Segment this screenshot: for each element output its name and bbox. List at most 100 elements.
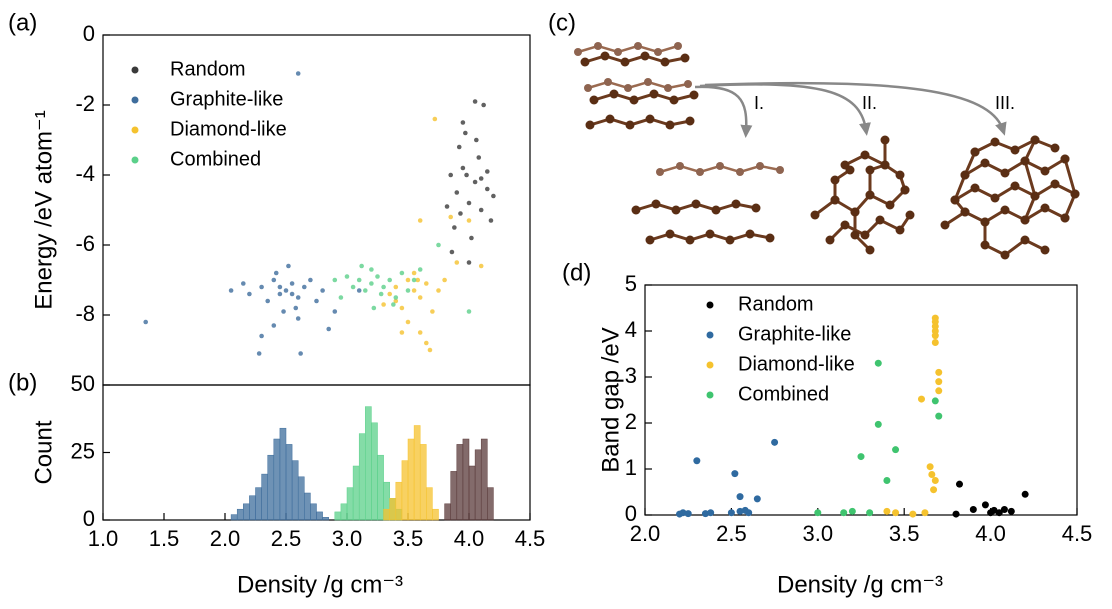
point bbox=[430, 309, 435, 314]
hist-bar bbox=[456, 444, 464, 521]
point bbox=[356, 277, 362, 283]
point bbox=[326, 326, 332, 332]
point bbox=[464, 172, 469, 178]
x-tick-label: 1.0 bbox=[88, 526, 119, 551]
point bbox=[883, 477, 891, 484]
point bbox=[926, 463, 934, 471]
point bbox=[448, 172, 454, 178]
point bbox=[458, 211, 463, 216]
hist-bar bbox=[310, 503, 317, 521]
hist-bar bbox=[279, 427, 287, 521]
point bbox=[369, 281, 374, 286]
point bbox=[424, 340, 429, 346]
point bbox=[814, 509, 822, 517]
point bbox=[332, 309, 338, 314]
point bbox=[432, 116, 438, 122]
x-tick-label: 3.0 bbox=[803, 521, 834, 546]
y-tick-label: -2 bbox=[75, 91, 95, 116]
point bbox=[481, 102, 486, 108]
y-tick-label: 50 bbox=[71, 371, 95, 396]
point bbox=[320, 288, 325, 293]
point bbox=[228, 288, 234, 293]
point bbox=[436, 288, 441, 293]
point bbox=[931, 339, 939, 346]
point bbox=[415, 277, 421, 283]
point bbox=[436, 242, 441, 248]
point bbox=[736, 493, 744, 501]
point bbox=[466, 200, 472, 206]
y-tick-label: 25 bbox=[71, 438, 95, 463]
legend-marker bbox=[131, 96, 139, 104]
hist-bar bbox=[297, 476, 305, 521]
point bbox=[485, 169, 490, 174]
point bbox=[460, 120, 466, 125]
panel-label: (d) bbox=[562, 259, 591, 286]
point bbox=[247, 291, 252, 297]
point bbox=[359, 263, 364, 269]
point bbox=[930, 486, 938, 494]
point bbox=[454, 190, 460, 195]
point bbox=[474, 137, 479, 143]
point bbox=[387, 277, 393, 283]
point bbox=[314, 298, 319, 304]
hist-bar bbox=[426, 487, 433, 521]
point bbox=[995, 509, 1003, 517]
x-tick-label: 4.0 bbox=[975, 521, 1006, 546]
legend-label: Combined bbox=[170, 148, 261, 170]
point bbox=[478, 263, 484, 269]
point bbox=[286, 263, 291, 269]
chart-panel: (b) 0 25 50 1.0 1.5 2.0 2.5 3.0 3.5 4.0 4.5 Count Den… bbox=[8, 369, 545, 598]
point bbox=[857, 453, 865, 461]
point bbox=[485, 186, 490, 192]
point bbox=[417, 295, 423, 300]
point bbox=[289, 281, 295, 286]
y-tick-label: -4 bbox=[75, 161, 95, 186]
diamond-product bbox=[810, 135, 915, 255]
point bbox=[308, 277, 313, 283]
point bbox=[417, 267, 423, 272]
point bbox=[874, 359, 882, 367]
legend-marker bbox=[706, 301, 714, 309]
point bbox=[952, 510, 960, 518]
point bbox=[256, 351, 262, 356]
legend-label: Graphite-like bbox=[738, 323, 851, 345]
point bbox=[955, 480, 963, 488]
point bbox=[693, 457, 701, 465]
point bbox=[935, 378, 943, 386]
point bbox=[442, 277, 447, 283]
point bbox=[277, 284, 283, 290]
point bbox=[295, 316, 301, 321]
y-tick-label: -8 bbox=[75, 301, 95, 326]
hist-bar bbox=[261, 473, 268, 521]
point bbox=[399, 305, 405, 311]
point bbox=[259, 284, 264, 290]
point bbox=[466, 309, 472, 314]
hist-bar bbox=[432, 508, 439, 521]
panel-label: (b) bbox=[8, 369, 37, 396]
y-tick-label: 0 bbox=[83, 21, 95, 46]
point bbox=[731, 470, 739, 478]
x-tick-label: 3.0 bbox=[332, 526, 363, 551]
point bbox=[399, 330, 405, 335]
point bbox=[424, 281, 429, 286]
y-axis-label: Energy /eV atom⁻¹ bbox=[30, 110, 57, 309]
x-tick-label: 2.5 bbox=[716, 521, 747, 546]
point bbox=[338, 295, 344, 300]
point bbox=[283, 288, 289, 293]
hist-bar bbox=[371, 422, 378, 521]
diamond-product-large bbox=[940, 135, 1080, 260]
point bbox=[478, 176, 484, 181]
arrow bbox=[704, 81, 1007, 136]
hist-bar bbox=[419, 444, 427, 521]
point bbox=[454, 260, 460, 265]
hist-bar bbox=[291, 460, 299, 521]
y-tick-label: 1 bbox=[625, 455, 637, 480]
point bbox=[488, 218, 494, 223]
point bbox=[892, 446, 900, 454]
x-tick-label: 4.0 bbox=[454, 526, 485, 551]
point bbox=[969, 505, 977, 513]
point bbox=[931, 397, 939, 405]
point bbox=[271, 277, 277, 283]
hist-bar bbox=[236, 508, 244, 521]
